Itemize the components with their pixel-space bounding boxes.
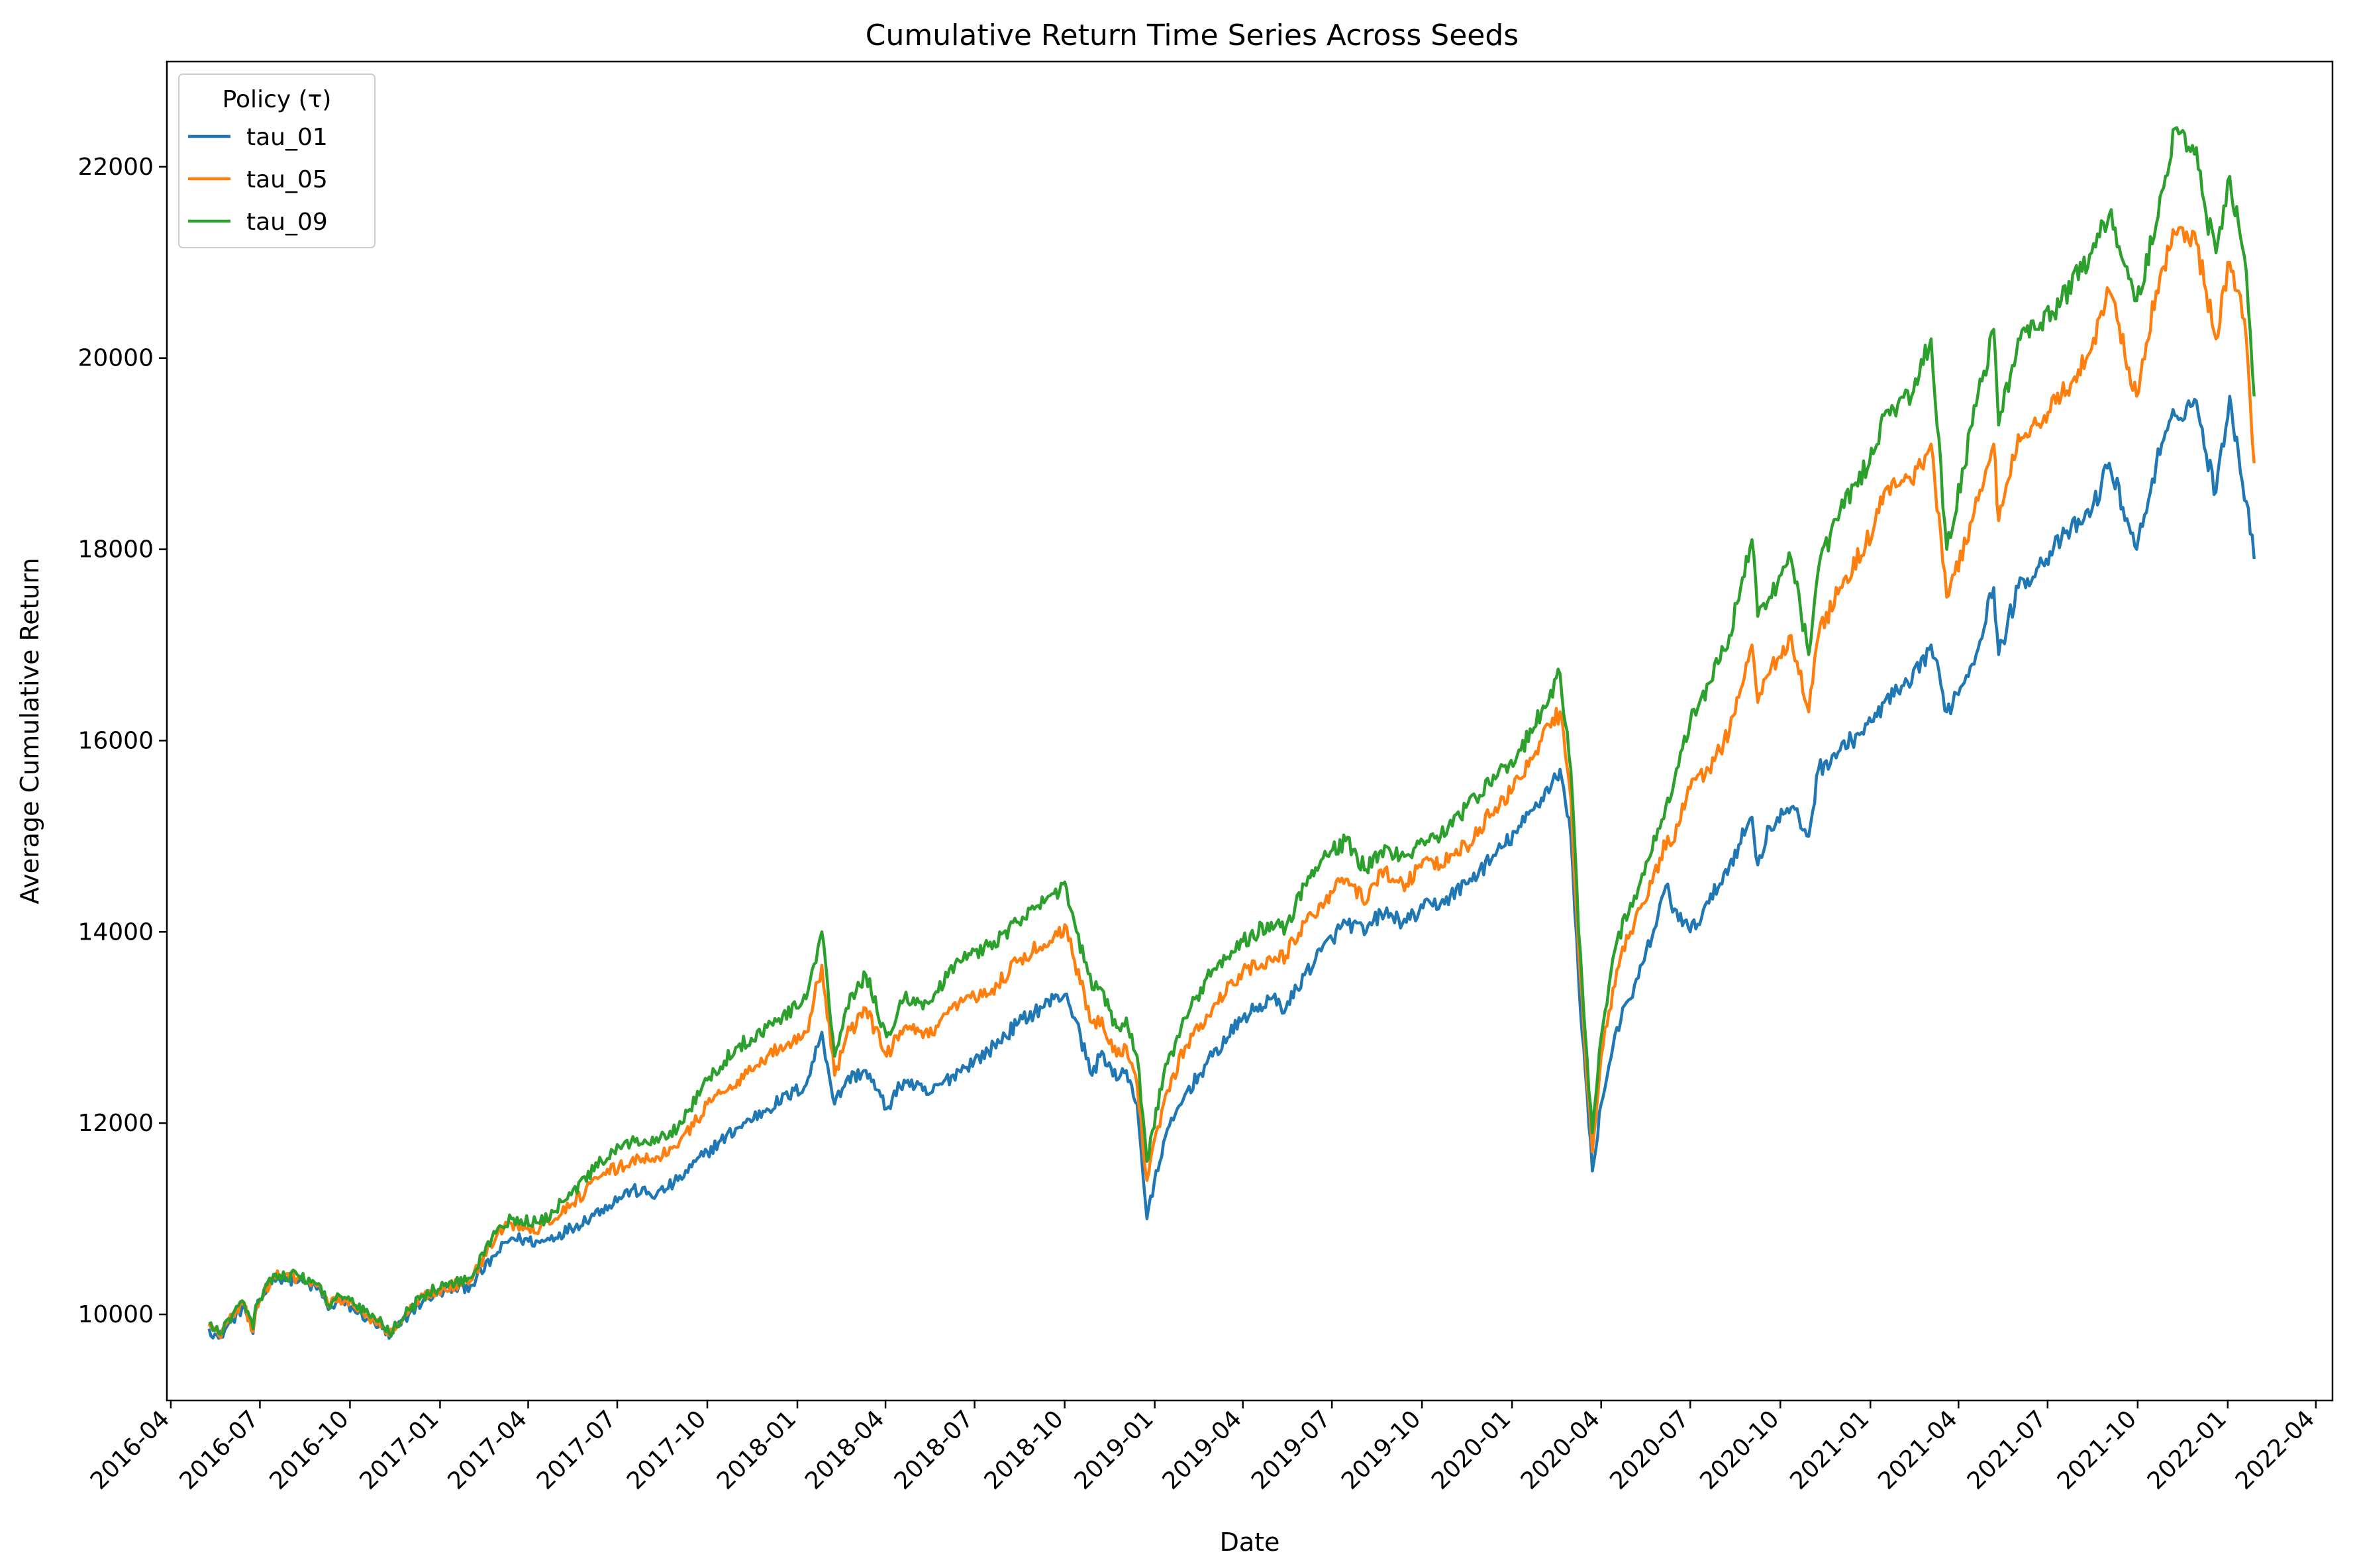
legend-title: Policy (τ) xyxy=(223,86,332,113)
plot-lines xyxy=(207,126,2256,1340)
y-tick-label: 20000 xyxy=(77,345,154,372)
legend-entries: tau_01 tau_05 tau_09 xyxy=(188,124,328,236)
y-tick-label: 22000 xyxy=(77,154,154,181)
y-tick-label: 10000 xyxy=(77,1301,154,1328)
legend-label-tau_05: tau_05 xyxy=(246,166,328,193)
x-axis-title: Date xyxy=(1220,1528,1280,1557)
y-tick-label: 14000 xyxy=(77,918,154,946)
y-tick-label: 12000 xyxy=(77,1110,154,1137)
legend-label-tau_09: tau_09 xyxy=(246,209,328,236)
y-axis: 10000 12000 14000 16000 18000 20000 22000 xyxy=(77,154,167,1328)
y-tick-label: 18000 xyxy=(77,536,154,564)
legend: Policy (τ) tau_01 tau_05 tau_09 xyxy=(178,74,376,248)
y-tick-label: 16000 xyxy=(77,727,154,754)
chart-title: Cumulative Return Time Series Across See… xyxy=(866,19,1519,52)
plot-frame xyxy=(166,60,2334,1402)
legend-label-tau_01: tau_01 xyxy=(246,124,328,151)
legend-box xyxy=(178,74,376,248)
series-line-tau_09 xyxy=(208,126,2256,1338)
series-line-tau_01 xyxy=(207,395,2256,1340)
y-axis-title: Average Cumulative Return xyxy=(15,558,44,904)
